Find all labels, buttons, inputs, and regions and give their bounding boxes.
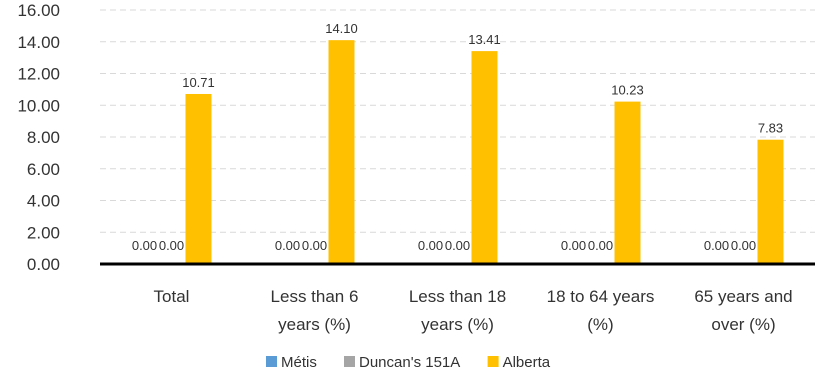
data-label: 0.00 (275, 238, 300, 253)
data-label: 0.00 (132, 238, 157, 253)
bar (757, 139, 784, 264)
data-label: 13.41 (468, 32, 501, 47)
bar (328, 40, 355, 264)
y-tick-label: 4.00 (27, 192, 60, 211)
legend-swatch (266, 356, 277, 367)
x-axis-category-labels: Total Less than 6 years (%) Less than 18 yea… (154, 287, 793, 334)
data-label: 0.00 (588, 238, 613, 253)
data-label: 7.83 (758, 121, 783, 136)
data-label: 0.00 (159, 238, 184, 253)
x-category-label: Less than 6 (271, 287, 359, 306)
y-tick-label: 14.00 (17, 33, 60, 52)
y-tick-label: 12.00 (17, 65, 60, 84)
bars (185, 40, 784, 265)
y-tick-label: 2.00 (27, 223, 60, 242)
legend-swatch (344, 356, 355, 367)
bar (185, 93, 212, 264)
y-tick-label: 10.00 (17, 96, 60, 115)
y-tick-label: 16.00 (17, 1, 60, 20)
data-label: 10.71 (182, 75, 215, 90)
data-label: 10.23 (611, 83, 644, 98)
x-category-label: 65 years and (694, 287, 792, 306)
legend-label: Métis (281, 354, 317, 371)
x-category-label: (%) (587, 315, 613, 334)
data-label: 0.00 (704, 238, 729, 253)
gridlines (100, 9, 815, 233)
x-category-label: years (%) (278, 315, 351, 334)
data-label: 0.00 (561, 238, 586, 253)
data-label: 0.00 (302, 238, 327, 253)
data-label: 14.10 (325, 21, 358, 36)
x-category-label: Total (154, 287, 190, 306)
y-tick-label: 0.00 (27, 255, 60, 274)
x-category-label: years (%) (421, 315, 494, 334)
data-label: 0.00 (731, 238, 756, 253)
y-tick-label: 6.00 (27, 160, 60, 179)
legend: Métis Duncan's 151A Alberta (266, 354, 551, 371)
x-category-label: Less than 18 (409, 287, 506, 306)
data-label: 0.00 (445, 238, 470, 253)
x-category-label: over (%) (711, 315, 775, 334)
legend-label: Duncan's 151A (359, 354, 460, 371)
x-category-label: 18 to 64 years (547, 287, 655, 306)
legend-swatch (487, 356, 499, 367)
legend-label: Alberta (503, 354, 551, 371)
data-labels: 0.00 0.00 0.00 0.00 0.000.00 0.00 0.00 0.00 0.00… (132, 21, 783, 253)
bar (471, 51, 498, 265)
bar (614, 101, 641, 264)
y-axis-tick-labels: 0.00 2.00 4.00 6.00 8.00 10.00 12.00 14.00 16.00 (17, 1, 60, 274)
data-label: 0.00 (418, 238, 443, 253)
y-tick-label: 8.00 (27, 128, 60, 147)
